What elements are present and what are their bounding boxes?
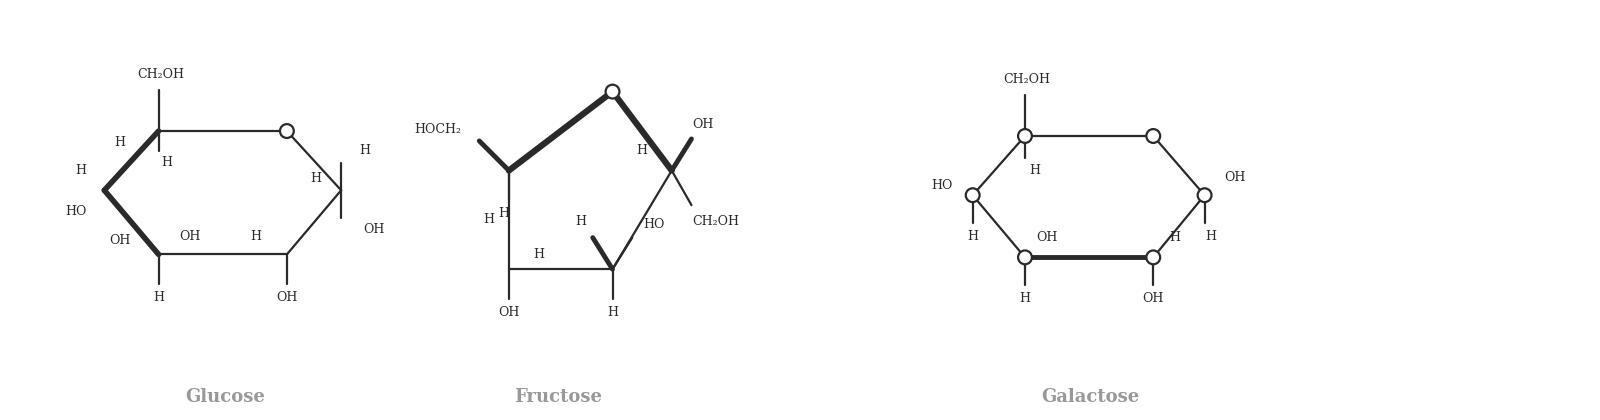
Text: CH₂OH: CH₂OH xyxy=(693,215,739,228)
Circle shape xyxy=(1018,129,1032,143)
Circle shape xyxy=(1198,188,1211,202)
Text: H: H xyxy=(310,172,322,185)
Text: OH: OH xyxy=(1224,171,1246,184)
Text: H: H xyxy=(162,156,171,169)
Text: Glucose: Glucose xyxy=(184,388,264,407)
Text: OH: OH xyxy=(498,306,520,319)
Circle shape xyxy=(280,124,294,138)
Text: H: H xyxy=(154,291,165,304)
Circle shape xyxy=(606,85,619,99)
Text: H: H xyxy=(114,136,125,150)
Text: OH: OH xyxy=(363,223,384,236)
Text: OH: OH xyxy=(1037,231,1058,244)
Text: H: H xyxy=(250,230,261,243)
Text: H: H xyxy=(606,306,618,319)
Text: OH: OH xyxy=(693,118,714,131)
Text: CH₂OH: CH₂OH xyxy=(138,68,184,81)
Text: HO: HO xyxy=(643,218,664,231)
Circle shape xyxy=(1018,250,1032,264)
Text: H: H xyxy=(1170,231,1181,244)
Text: Galactose: Galactose xyxy=(1042,388,1139,407)
Text: OH: OH xyxy=(1142,292,1163,305)
Text: CH₂OH: CH₂OH xyxy=(1003,73,1051,86)
Text: OH: OH xyxy=(277,291,298,304)
Text: HO: HO xyxy=(66,205,86,218)
Text: H: H xyxy=(637,144,648,158)
Circle shape xyxy=(966,188,979,202)
Text: H: H xyxy=(75,164,86,177)
Text: H: H xyxy=(1205,230,1216,243)
Text: H: H xyxy=(499,207,509,220)
Circle shape xyxy=(1146,129,1160,143)
Text: H: H xyxy=(1019,292,1030,305)
Text: H: H xyxy=(533,248,544,261)
Text: OH: OH xyxy=(109,234,130,247)
Text: Fructose: Fructose xyxy=(514,388,602,407)
Circle shape xyxy=(1146,250,1160,264)
Text: H: H xyxy=(576,215,587,228)
Text: H: H xyxy=(483,213,494,226)
Text: H: H xyxy=(966,230,978,243)
Text: H: H xyxy=(1029,164,1040,177)
Text: HOCH₂: HOCH₂ xyxy=(414,123,461,136)
Text: H: H xyxy=(358,144,370,158)
Text: OH: OH xyxy=(179,230,202,243)
Text: HO: HO xyxy=(931,179,954,192)
